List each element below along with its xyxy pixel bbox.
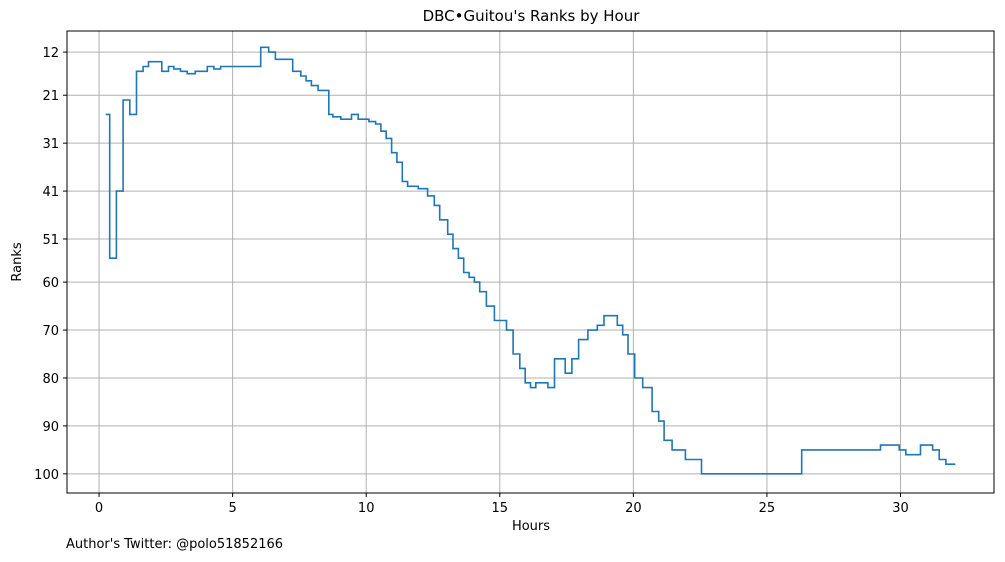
y-tick-label: 60 <box>42 276 59 291</box>
y-tick-label: 80 <box>42 372 59 387</box>
grid <box>67 31 994 493</box>
x-tick-label: 20 <box>625 501 642 516</box>
y-tick-label: 21 <box>42 89 59 104</box>
y-tick-label: 100 <box>34 468 59 483</box>
x-axis-ticks: 0 5 10 15 20 25 30 <box>95 493 909 516</box>
x-tick-label: 5 <box>228 501 236 516</box>
chart-title: DBC•Guitou's Ranks by Hour <box>423 7 641 25</box>
x-axis-label: Hours <box>512 519 550 534</box>
y-tick-label: 70 <box>42 324 59 339</box>
y-tick-label: 90 <box>42 420 59 435</box>
x-tick-label: 25 <box>759 501 776 516</box>
y-axis-label: Ranks <box>10 242 25 281</box>
y-tick-label: 31 <box>42 137 59 152</box>
y-tick-label: 51 <box>42 233 59 248</box>
x-tick-label: 10 <box>358 501 375 516</box>
y-axis-ticks: 12 21 31 41 51 60 70 80 90 100 <box>34 46 67 483</box>
y-tick-label: 12 <box>42 46 59 61</box>
x-tick-label: 30 <box>892 501 909 516</box>
plot-frame <box>66 30 995 494</box>
x-tick-label: 0 <box>95 501 103 516</box>
author-twitter: Author's Twitter: @polo51852166 <box>66 537 284 552</box>
rank-line <box>105 46 956 475</box>
y-tick-label: 41 <box>42 185 59 200</box>
x-tick-label: 15 <box>492 501 509 516</box>
